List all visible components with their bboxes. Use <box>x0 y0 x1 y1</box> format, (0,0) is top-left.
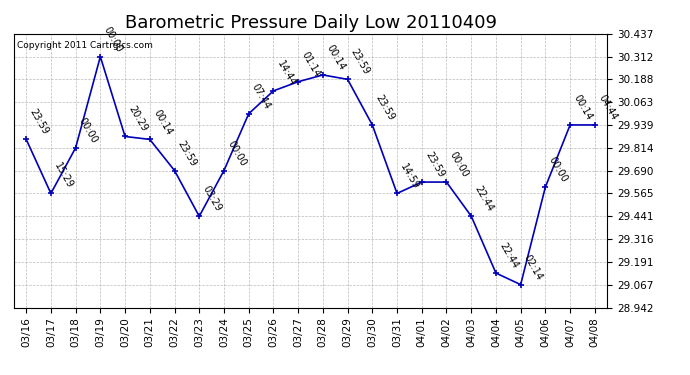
Text: 00:14: 00:14 <box>151 108 174 136</box>
Text: 23:59: 23:59 <box>176 138 199 168</box>
Text: 00:14: 00:14 <box>571 93 594 122</box>
Text: 15:29: 15:29 <box>52 161 75 190</box>
Text: Copyright 2011 Cartrgics.com: Copyright 2011 Cartrgics.com <box>17 40 152 50</box>
Text: 00:00: 00:00 <box>546 155 569 184</box>
Text: 00:00: 00:00 <box>448 150 471 179</box>
Text: 23:59: 23:59 <box>423 150 446 179</box>
Text: 14:44: 14:44 <box>275 59 297 88</box>
Text: 23:59: 23:59 <box>28 107 50 136</box>
Text: 23:59: 23:59 <box>374 93 396 122</box>
Text: 00:00: 00:00 <box>226 139 248 168</box>
Text: 03:29: 03:29 <box>201 184 224 213</box>
Text: 01:14: 01:14 <box>299 50 322 79</box>
Text: 00:00: 00:00 <box>101 25 124 54</box>
Text: 22:44: 22:44 <box>497 241 520 270</box>
Text: 20:29: 20:29 <box>126 105 149 134</box>
Text: 23:59: 23:59 <box>349 47 372 76</box>
Text: 22:44: 22:44 <box>473 184 495 213</box>
Text: 07:44: 07:44 <box>250 82 273 111</box>
Text: 02:14: 02:14 <box>522 253 544 282</box>
Text: 14:59: 14:59 <box>398 162 421 190</box>
Text: 00:00: 00:00 <box>77 116 99 145</box>
Text: 00:14: 00:14 <box>324 43 347 72</box>
Text: 04:44: 04:44 <box>596 93 619 122</box>
Title: Barometric Pressure Daily Low 20110409: Barometric Pressure Daily Low 20110409 <box>124 14 497 32</box>
